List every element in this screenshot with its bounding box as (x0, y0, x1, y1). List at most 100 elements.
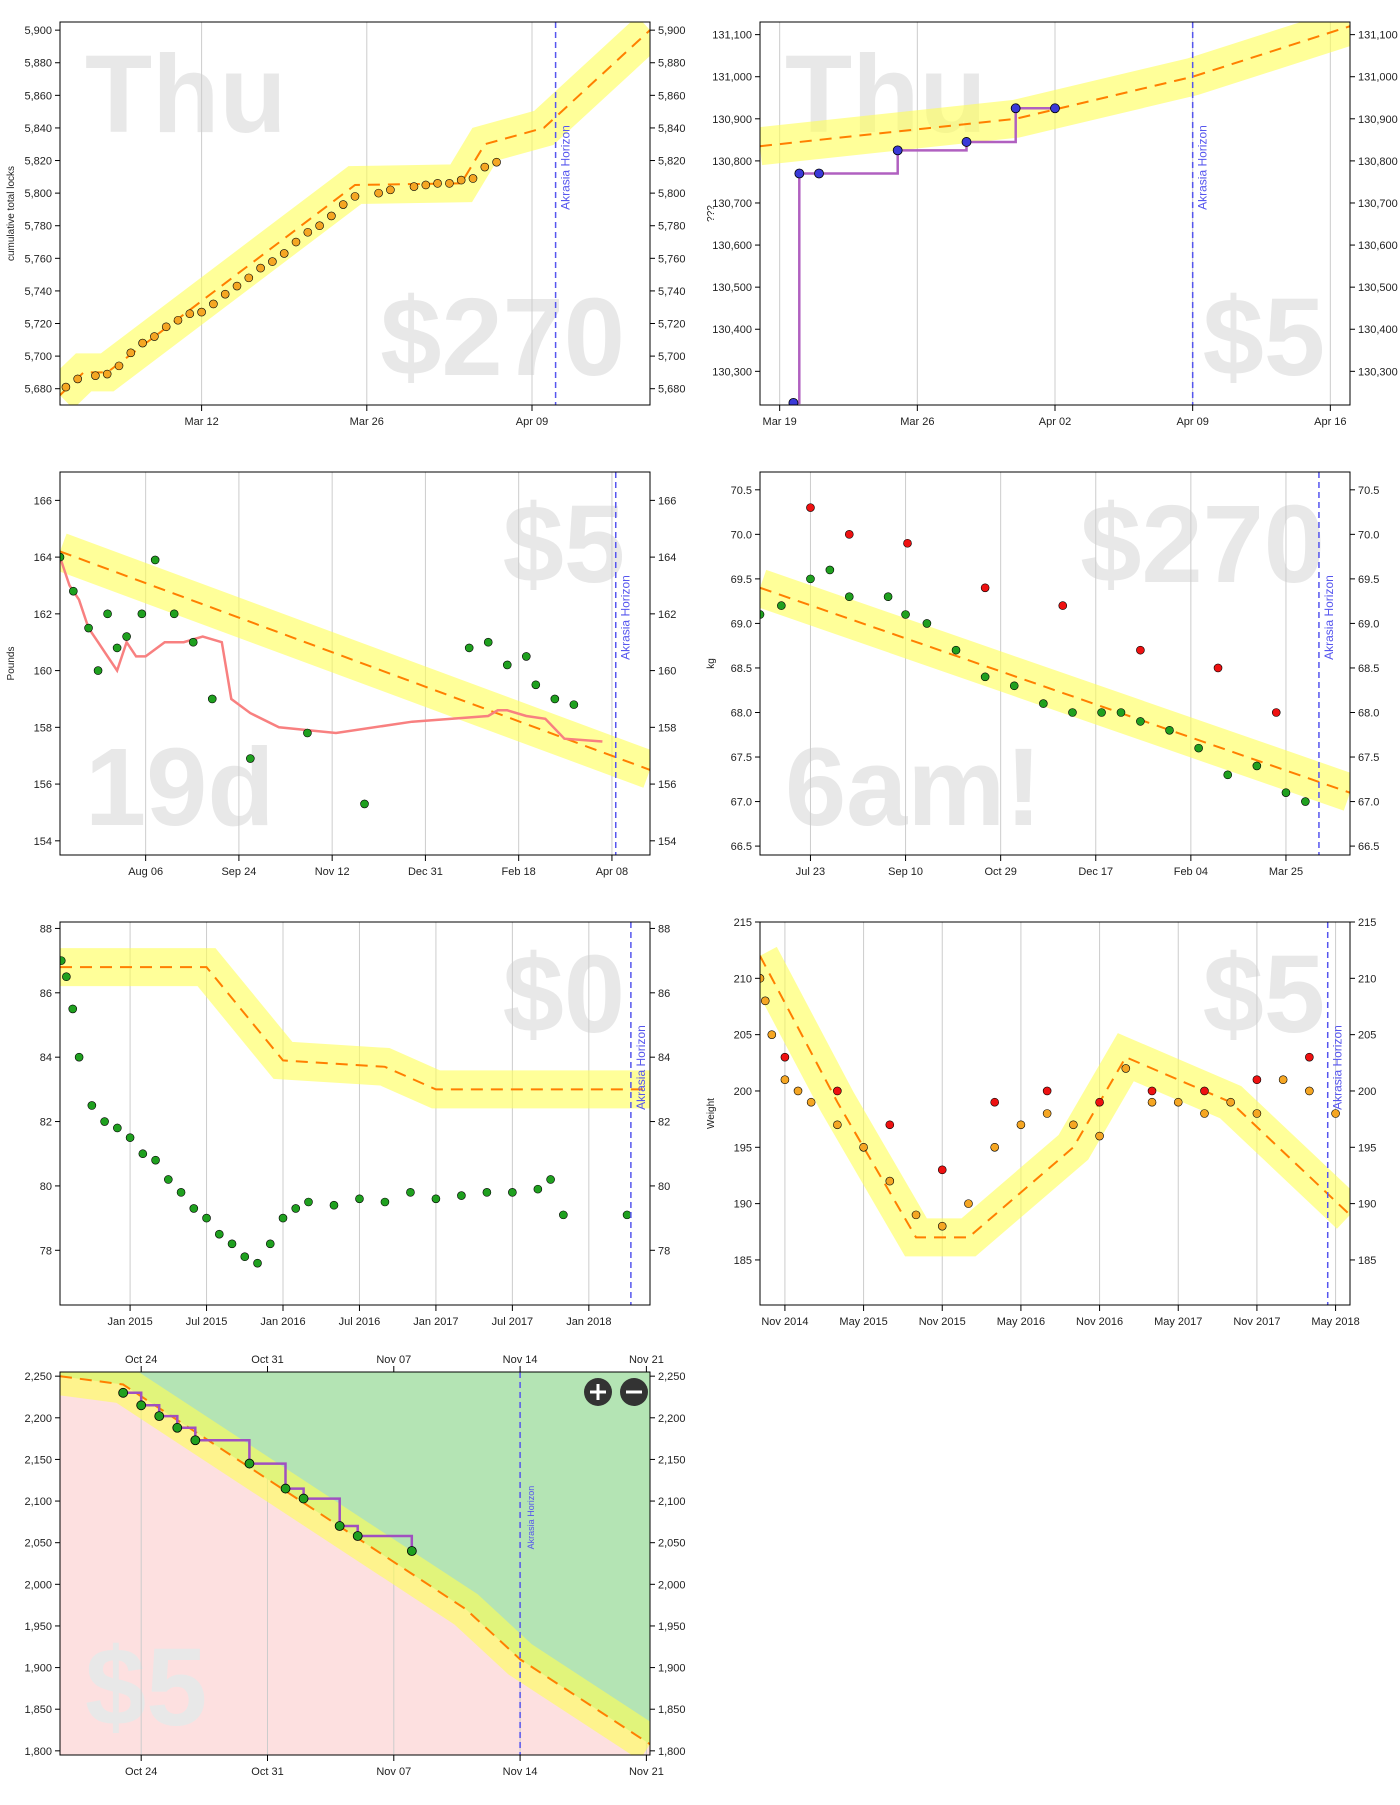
datapoint (374, 188, 383, 198)
x-tick-label: Dec 17 (1078, 866, 1113, 878)
y-tick-label: 67.5 (1358, 752, 1379, 764)
y-tick-label: 5,900 (658, 25, 686, 37)
datapoint (197, 307, 206, 317)
datapoint (421, 180, 431, 190)
horizon-label: Akrasia Horizon (559, 125, 573, 210)
datapoint (207, 694, 217, 704)
datapoint (825, 565, 835, 575)
datapoint (1305, 1086, 1314, 1096)
x-tick-label: Nov 07 (376, 1354, 411, 1366)
y-tick-label: 78 (40, 1245, 52, 1257)
datapoint (190, 1435, 201, 1446)
plot-frame (59, 21, 651, 406)
datapoint (964, 1199, 973, 1208)
y-tick-label: 5,820 (658, 156, 686, 168)
datapoint (220, 289, 230, 299)
datapoint (911, 1210, 921, 1220)
y-tick-label: 2,250 (658, 1371, 686, 1383)
chart-panel: $270 6am! Akrasia Horizon 66.5 66.5 67.0 67.0 6… (706, 471, 1379, 878)
y-tick-label: 130,300 (712, 366, 752, 378)
y-tick-label: 205 (734, 1030, 752, 1042)
y-tick-label: 131,000 (1358, 72, 1398, 84)
datapoint (521, 652, 531, 661)
datapoint (937, 1221, 947, 1231)
datapoint (386, 185, 395, 195)
datapoint (334, 1521, 345, 1531)
y-tick-label: 5,740 (658, 286, 686, 298)
y-tick-label: 1,900 (658, 1663, 686, 1675)
watermark: 6am! (785, 726, 1042, 849)
horizon-label: Akrasia Horizon (1322, 575, 1336, 660)
datapoint (1200, 1086, 1209, 1096)
y-tick-label: 130,500 (1358, 282, 1398, 294)
datapoint (1252, 761, 1262, 771)
datapoint (546, 1175, 555, 1184)
y-tick-label: 84 (658, 1052, 670, 1064)
y-tick-label: 67.0 (731, 797, 752, 809)
y-tick-label: 130,400 (1358, 324, 1398, 336)
datapoint (622, 1210, 632, 1220)
x-tick-label: Oct 24 (125, 1766, 157, 1778)
x-tick-label: Nov 07 (376, 1766, 411, 1778)
datapoint (355, 1194, 364, 1204)
datapoint (937, 1165, 947, 1175)
x-tick-label: Nov 14 (503, 1354, 538, 1366)
x-tick-label: Jul 2016 (339, 1316, 381, 1328)
datapoint (304, 1197, 313, 1207)
datapoint (1213, 663, 1223, 673)
datapoint (1305, 1052, 1314, 1062)
datapoint (780, 1052, 790, 1062)
y-tick-label: 154 (658, 836, 676, 848)
watermark: $5 (503, 483, 625, 606)
y-tick-label: 69.5 (731, 574, 752, 586)
datapoint (1136, 717, 1145, 726)
datapoint (150, 332, 159, 341)
y-tick-label: 164 (658, 552, 676, 564)
y-tick-label: 156 (34, 779, 52, 791)
datapoint (1039, 699, 1048, 708)
y-tick-label: 86 (658, 988, 670, 1000)
y-tick-label: 130,400 (712, 324, 752, 336)
x-tick-label: Jul 2015 (186, 1316, 228, 1328)
datapoint (253, 1258, 262, 1268)
y-tick-label: 195 (734, 1142, 752, 1154)
datapoint (125, 1133, 135, 1142)
datapoint (1097, 708, 1106, 717)
y-tick-label: 200 (1358, 1086, 1376, 1098)
y-tick-label: 5,780 (658, 221, 686, 233)
y-tick-label: 160 (658, 666, 676, 678)
datapoint (360, 799, 369, 809)
y-tick-label: 5,700 (24, 351, 52, 363)
chart-panel: $5 19d Akrasia Horizon 154 154 156 156 158 158 16… (6, 471, 676, 878)
datapoint (303, 227, 313, 237)
datapoint (482, 1188, 492, 1197)
y-tick-label: 69.0 (1358, 618, 1379, 630)
x-tick-label: May 2017 (1154, 1316, 1202, 1328)
datapoint (922, 619, 932, 628)
y-tick-label: 70.5 (731, 485, 752, 497)
datapoint (1301, 797, 1310, 806)
watermark: $270 (380, 276, 625, 399)
datapoint (172, 1422, 183, 1433)
datapoint (136, 1400, 147, 1411)
plot-frame (759, 921, 1351, 1306)
datapoint (1252, 1109, 1262, 1118)
moving-average (60, 556, 603, 743)
y-tick-label: 5,880 (658, 58, 686, 70)
datapoint (69, 586, 78, 596)
x-tick-label: Apr 02 (1039, 416, 1071, 428)
zoom-in-button[interactable] (584, 1378, 612, 1406)
datapoint (1252, 1075, 1262, 1085)
zoom-out-button[interactable] (620, 1378, 648, 1406)
y-tick-label: 1,900 (24, 1663, 52, 1675)
x-tick-label: Nov 21 (629, 1766, 664, 1778)
datapoint (814, 168, 824, 179)
x-tick-label: Nov 2017 (1233, 1316, 1280, 1328)
y-axis-label: Pounds (6, 647, 17, 681)
datapoint (793, 1086, 803, 1096)
y-axis-label: kg (706, 658, 717, 669)
datapoint (279, 249, 289, 258)
datapoint (68, 1004, 78, 1014)
datapoint (833, 1120, 842, 1130)
y-tick-label: 210 (1358, 973, 1376, 985)
